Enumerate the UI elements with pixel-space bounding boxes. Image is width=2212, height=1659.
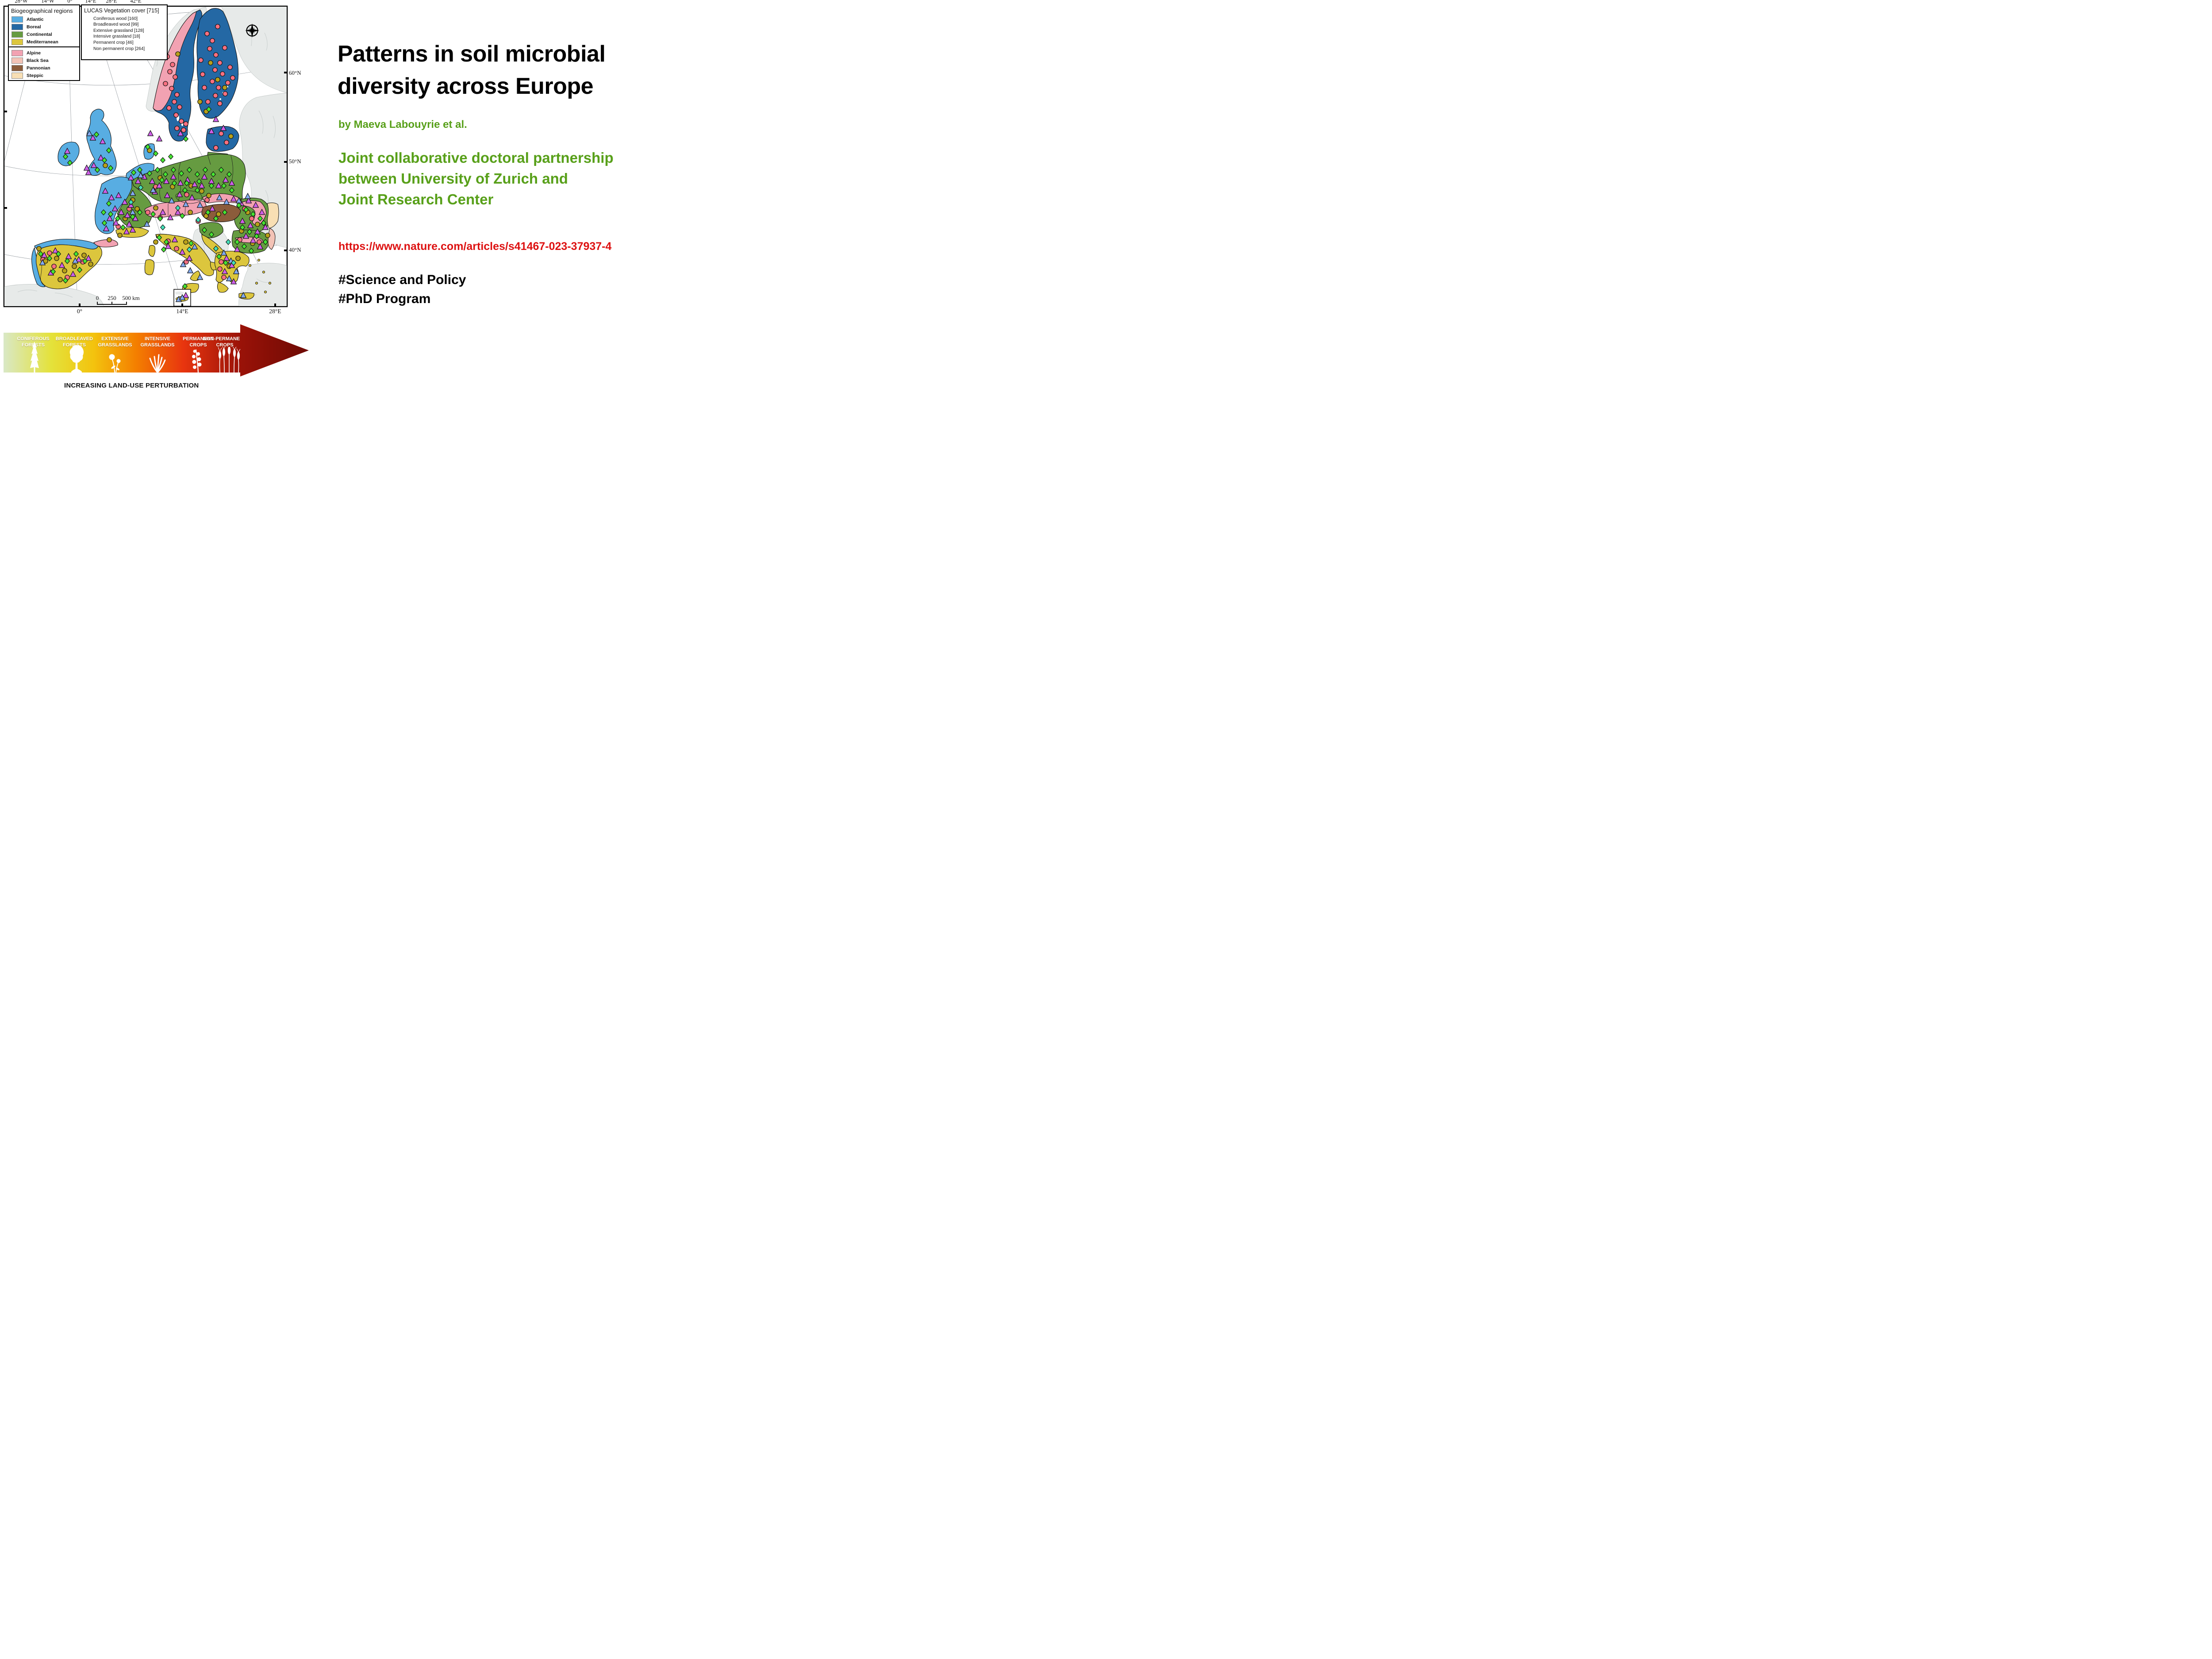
slide-title: Patterns in soil microbial diversity acr… [338, 38, 606, 103]
sample-point-green-diamond [38, 106, 269, 289]
mediterranean-swatch [12, 38, 23, 45]
axis-label: 0° [77, 308, 82, 315]
axis-label: 28°E [269, 308, 281, 315]
continental-swatch [12, 31, 23, 38]
scale-label: 500 km [122, 295, 139, 301]
legend-item: Boreal [9, 23, 79, 31]
slide: 28°W 14°W 0° 14°E 28°E 42°E 0° 14°E 28°E… [0, 0, 694, 390]
broadleaf-tree-icon [69, 345, 84, 373]
legend-item: Continental [9, 31, 79, 38]
atlantic-swatch [12, 16, 23, 23]
sample-point-pink-circle [40, 24, 262, 280]
crop-branch-icon [192, 349, 202, 373]
scale-label: 0 [96, 295, 99, 301]
legend-lucas-vegetation-cover: LUCAS Vegetation cover [715] Coniferous … [81, 4, 168, 60]
legend-item-label: Intensive grassland [18] [93, 34, 140, 39]
conifer-tree-icon [30, 342, 39, 373]
axis-labels-bottom: 0° 14°E 28°E [77, 308, 281, 315]
legend-item-label: Permanent crop [46] [93, 40, 134, 45]
legend-item-label: Extensive grassland [128] [93, 28, 144, 33]
region-steppic [267, 202, 279, 229]
sample-point-blue-triangle [39, 130, 251, 302]
legend-biogeographical-regions-2: Alpine Black Sea Pannonian Steppic [8, 46, 80, 81]
partnership-line1: Joint collaborative doctoral partnership [338, 150, 614, 166]
hashtag-science-policy: #Science and Policy [338, 273, 466, 287]
sample-point-teal-diamond [128, 184, 237, 266]
hashtag-phd-program: #PhD Program [338, 291, 431, 306]
grass-tuft-icon [149, 354, 166, 373]
alpine-swatch [12, 50, 23, 56]
legend-title: Biogeographical regions [11, 8, 73, 14]
legend-items-group1: Atlantic Boreal Continental Mediterranean [9, 15, 79, 46]
legend-item: Alpine [9, 49, 79, 57]
legend-item-label: Boreal [27, 24, 41, 30]
axis-label: 40°N [289, 246, 301, 253]
byline: by Maeva Labouyrie et al. [338, 119, 467, 131]
wildflower-icon [109, 354, 121, 373]
legend-item-label: Steppic [27, 73, 43, 78]
land-use-gradient-arrow-body: CONIFEROUS FORESTS BROADLEAVED FORESTS EXT… [4, 333, 246, 373]
axis-label: 0° [67, 0, 72, 4]
legend-item: Atlantic [9, 15, 79, 23]
wheat-stalks-icon [218, 347, 241, 373]
axis-label: 42°E [130, 0, 141, 4]
blacksea-swatch [12, 57, 23, 64]
pannonian-swatch [12, 65, 23, 71]
legend-title: LUCAS Vegetation cover [715] [84, 8, 159, 14]
partnership-text: Joint collaborative doctoral partnership… [338, 148, 614, 210]
arrow-label-extensive: EXTENSIVE GRASSLANDS [98, 336, 132, 348]
axis-label: 14°E [176, 308, 188, 315]
scale-bar: 0 250 500 km [96, 295, 140, 305]
sample-points-layer [36, 24, 270, 302]
axis-label: 28°E [106, 0, 117, 4]
legend-item-label: Coniferous wood [160] [93, 16, 138, 21]
legend-item-label: Alpine [27, 50, 41, 56]
region-alpine-scandes [153, 11, 197, 111]
legend-item: Steppic [9, 72, 79, 79]
arrow-label-nonpermanent: NON-PERMANENT CROPS [203, 336, 246, 348]
region-mediterranean [36, 227, 272, 300]
axis-label: 50°N [289, 158, 301, 165]
compass-rose-icon [245, 23, 259, 38]
legend-item-label: Black Sea [27, 58, 49, 63]
legend-items: Coniferous wood [160] Broadleaved wood [9… [82, 15, 167, 51]
axis-label: 60°N [289, 69, 301, 76]
legend-item-label: Broadleaved wood [99] [93, 22, 139, 27]
legend-item-label: Continental [27, 31, 52, 37]
axis-labels-right: 60°N 50°N 40°N [289, 69, 301, 253]
title-line1: Patterns in soil microbial [338, 41, 606, 67]
legend-item-label: Mediterranean [27, 39, 58, 45]
arrow-caption: INCREASING LAND-USE PERTURBATION [64, 382, 199, 389]
legend-biogeographical-regions: Biogeographical regions Atlantic Boreal Co… [8, 4, 80, 47]
article-url-link[interactable]: https://www.nature.com/articles/s41467-0… [338, 240, 612, 253]
axis-label: 14°E [85, 0, 96, 4]
legend-item-label: Non permanent crop [264] [93, 46, 145, 51]
partnership-line2: between University of Zurich and [338, 170, 568, 187]
arrow-label-intensive: INTENSIVE GRASSLANDS [140, 336, 175, 348]
arrow-head [240, 324, 309, 376]
legend-item-label: Atlantic [27, 16, 44, 22]
arrow-label-coniferous: CONIFEROUS FORESTS [17, 336, 50, 348]
scale-label: 250 [108, 295, 116, 301]
axis-label: 28°W [15, 0, 27, 4]
axis-labels-top: 28°W 14°W 0° 14°E 28°E 42°E [15, 0, 142, 4]
axis-label: 14°W [41, 0, 54, 4]
steppic-swatch [12, 72, 23, 79]
legend-item: Pannonian [9, 64, 79, 72]
hashtags: #Science and Policy #PhD Program [338, 271, 466, 308]
partnership-line3: Joint Research Center [338, 191, 494, 207]
arrow-label-permanent: PERMANENT CROPS [183, 336, 214, 348]
legend-items-group2: Alpine Black Sea Pannonian Steppic [9, 49, 79, 79]
legend-item: Black Sea [9, 57, 79, 64]
boreal-swatch [12, 23, 23, 30]
sample-point-magenta-triangle [41, 115, 269, 298]
legend-item-label: Pannonian [27, 65, 50, 71]
legend-item: Mediterranean [9, 38, 79, 46]
title-line2: diversity across Europe [338, 73, 594, 99]
